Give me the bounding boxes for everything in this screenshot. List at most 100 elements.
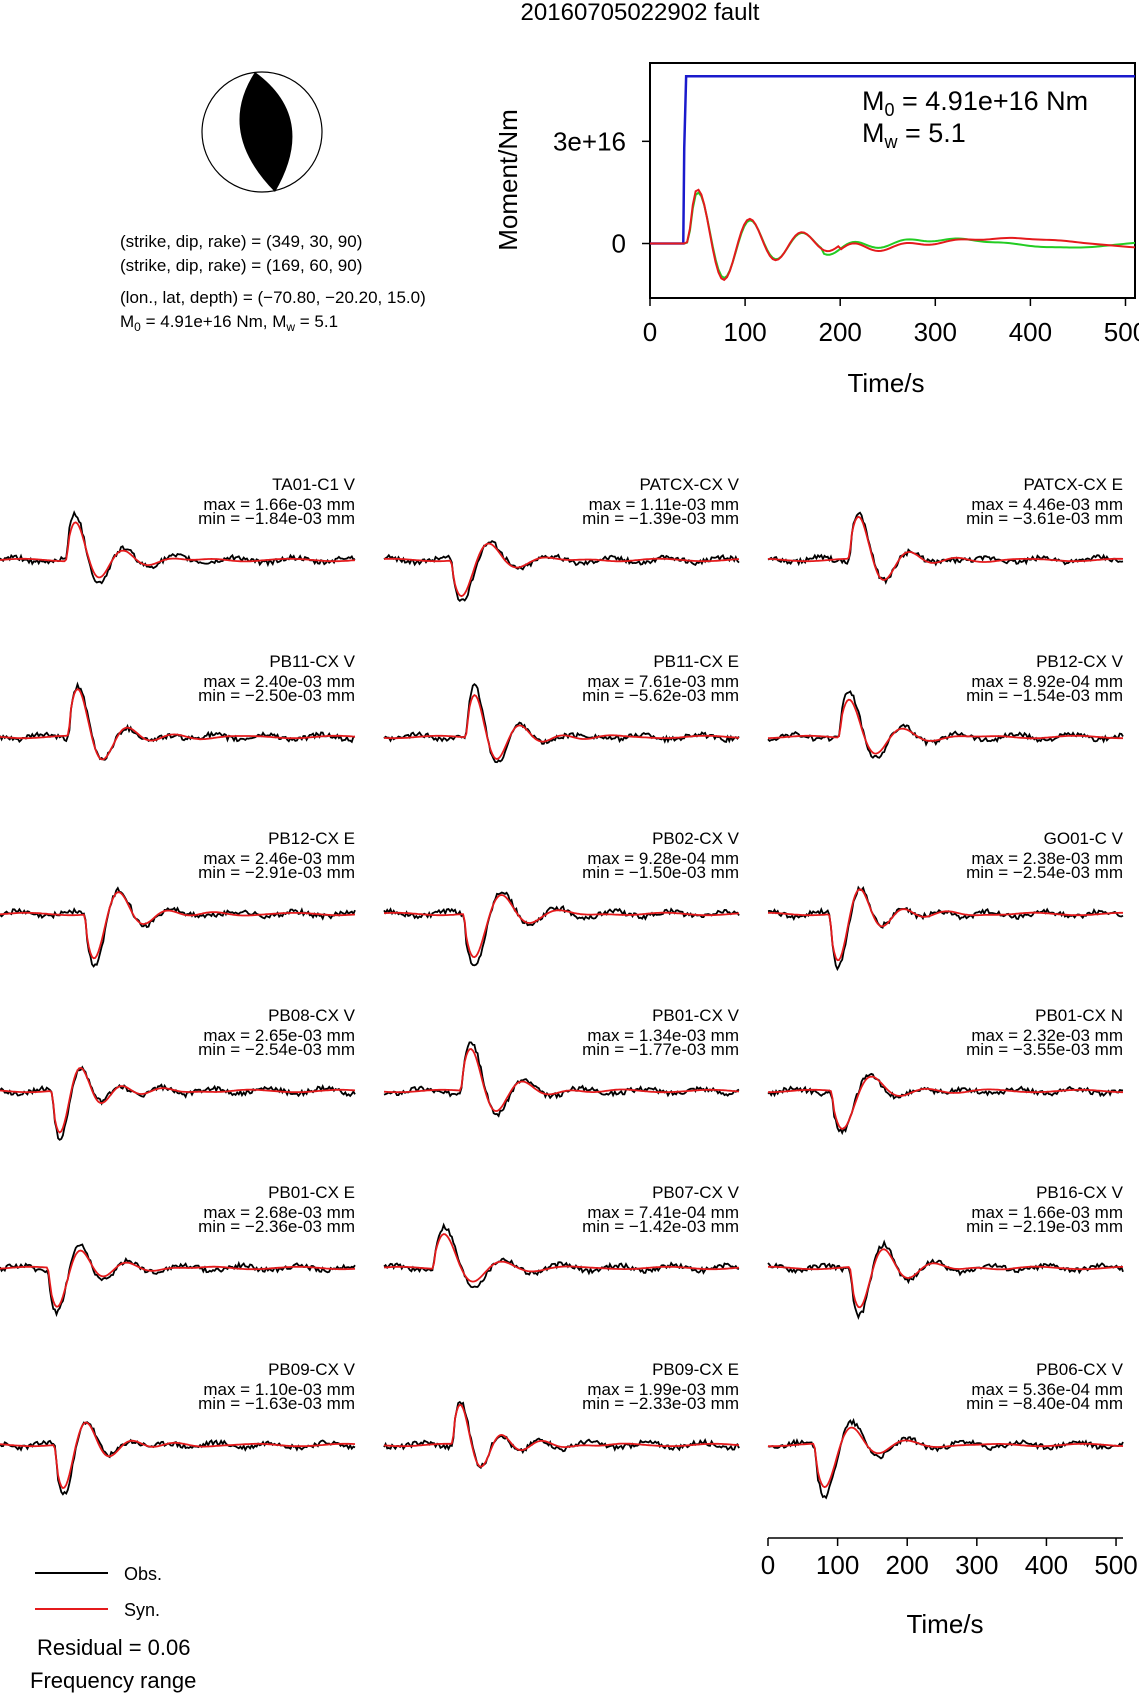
stf-xtick-label: 400 xyxy=(1009,317,1052,347)
synthetic-trace xyxy=(383,894,740,959)
legend-obs-label: Obs. xyxy=(124,1564,162,1584)
station-min: min = −2.50e-03 mm xyxy=(198,686,355,705)
station-max: max = 7.61e-03 mm xyxy=(587,672,739,691)
wave-xtick-label: 200 xyxy=(886,1550,929,1580)
wave-xtick-label: 0 xyxy=(761,1550,775,1580)
station-min: min = −2.19e-03 mm xyxy=(966,1217,1123,1236)
stf-ytick-label: 0 xyxy=(612,229,626,259)
residual-text: Residual = 0.06 xyxy=(37,1635,191,1660)
synthetic-trace xyxy=(0,521,356,579)
station-min: min = −1.39e-03 mm xyxy=(582,509,739,528)
nodal-plane-2: (strike, dip, rake) = (169, 60, 90) xyxy=(120,256,362,275)
station-min: min = −2.33e-03 mm xyxy=(582,1394,739,1413)
stf-plot-frame xyxy=(649,62,1136,299)
station-label: PATCX-CX V xyxy=(640,475,740,494)
observed-trace xyxy=(0,886,356,968)
synthetic-trace xyxy=(383,1403,740,1468)
synthetic-trace xyxy=(767,698,1123,755)
station-min: min = −2.91e-03 mm xyxy=(198,863,355,882)
synthetic-trace xyxy=(383,542,740,598)
station-min: min = −2.54e-03 mm xyxy=(966,863,1123,882)
station-max: max = 4.46e-03 mm xyxy=(971,495,1123,514)
station-label: PB02-CX V xyxy=(652,829,740,848)
station-max: max = 2.68e-03 mm xyxy=(203,1203,355,1222)
event-moment: M0 = 4.91e+16 Nm, Mw = 5.1 xyxy=(120,312,338,334)
observed-trace xyxy=(383,891,740,967)
station-label: PB01-CX E xyxy=(268,1183,355,1202)
observed-trace xyxy=(383,683,740,764)
stf-annotation-m0: M0 = 4.91e+16 Nm xyxy=(862,86,1088,120)
wave-xtick-label: 500 xyxy=(1094,1550,1137,1580)
station-label: PB12-CX V xyxy=(1036,652,1124,671)
observed-trace xyxy=(0,1243,356,1318)
station-label: PB11-CX V xyxy=(269,652,355,671)
stf-xlabel: Time/s xyxy=(847,368,924,398)
station-min: min = −8.40e-04 mm xyxy=(966,1394,1123,1413)
wave-xtick-label: 400 xyxy=(1025,1550,1068,1580)
observed-trace xyxy=(767,1417,1124,1500)
stf-axis-ticks: 0 100 200 300 400 500 0 3e+16 xyxy=(553,126,1139,347)
stf-red-line xyxy=(650,188,1136,282)
stf-chart: 010020030040050003e+16 M0 = 4.91e+16 Nm … xyxy=(493,62,1139,398)
station-max: max = 1.34e-03 mm xyxy=(587,1026,739,1045)
station-label: PB01-CX V xyxy=(652,1006,740,1025)
stf-xtick-label: 0 xyxy=(643,317,657,347)
station-max: max = 2.32e-03 mm xyxy=(971,1026,1123,1045)
station-min: min = −1.63e-03 mm xyxy=(198,1394,355,1413)
waveform-time-axis: 0 100 200 300 400 500 xyxy=(761,1537,1138,1580)
synthetic-trace xyxy=(0,891,356,960)
synthetic-trace xyxy=(0,688,356,761)
stf-xtick-label: 500 xyxy=(1104,317,1139,347)
frequency-range-text: Frequency range xyxy=(30,1668,196,1693)
station-max: max = 1.11e-03 mm xyxy=(589,495,739,514)
station-min: min = −1.42e-03 mm xyxy=(582,1217,739,1236)
station-label: PB06-CX V xyxy=(1036,1360,1124,1379)
station-label: PB16-CX V xyxy=(1036,1183,1124,1202)
station-min: min = −3.55e-03 mm xyxy=(966,1040,1123,1059)
waveform-xlabel: Time/s xyxy=(906,1609,983,1639)
station-label: PB09-CX E xyxy=(652,1360,739,1379)
stf-ylabel: Moment/Nm xyxy=(493,109,523,251)
synthetic-trace xyxy=(383,1048,740,1112)
station-max: max = 2.40e-03 mm xyxy=(203,672,355,691)
station-min: min = −1.84e-03 mm xyxy=(198,509,355,528)
stf-annotation-mw: Mw = 5.1 xyxy=(862,118,966,152)
station-max: max = 7.41e-04 mm xyxy=(587,1203,739,1222)
station-label: PB11-CX E xyxy=(653,652,739,671)
station-label: PB07-CX V xyxy=(652,1183,740,1202)
stf-xtick-label: 100 xyxy=(723,317,766,347)
observed-trace xyxy=(383,1041,740,1118)
legend-syn-label: Syn. xyxy=(124,1600,160,1620)
station-max: max = 9.28e-04 mm xyxy=(587,849,739,868)
station-label: TA01-C1 V xyxy=(272,475,355,494)
stf-series xyxy=(650,75,1136,282)
observed-trace xyxy=(0,1065,356,1141)
station-max: max = 1.99e-03 mm xyxy=(587,1380,739,1399)
event-location: (lon., lat, depth) = (−70.80, −20.20, 15… xyxy=(120,288,426,307)
stf-green-line xyxy=(650,191,1136,280)
stf-xtick-label: 300 xyxy=(914,317,957,347)
beachball-compression-lobe xyxy=(239,72,293,192)
observed-trace xyxy=(0,1421,356,1496)
synthetic-trace xyxy=(0,1249,356,1308)
nodal-plane-1: (strike, dip, rake) = (349, 30, 90) xyxy=(120,232,362,251)
synthetic-trace xyxy=(0,1421,356,1490)
station-max: max = 1.66e-03 mm xyxy=(203,495,355,514)
wave-xtick-label: 300 xyxy=(955,1550,998,1580)
station-max: max = 1.66e-03 mm xyxy=(971,1203,1123,1222)
